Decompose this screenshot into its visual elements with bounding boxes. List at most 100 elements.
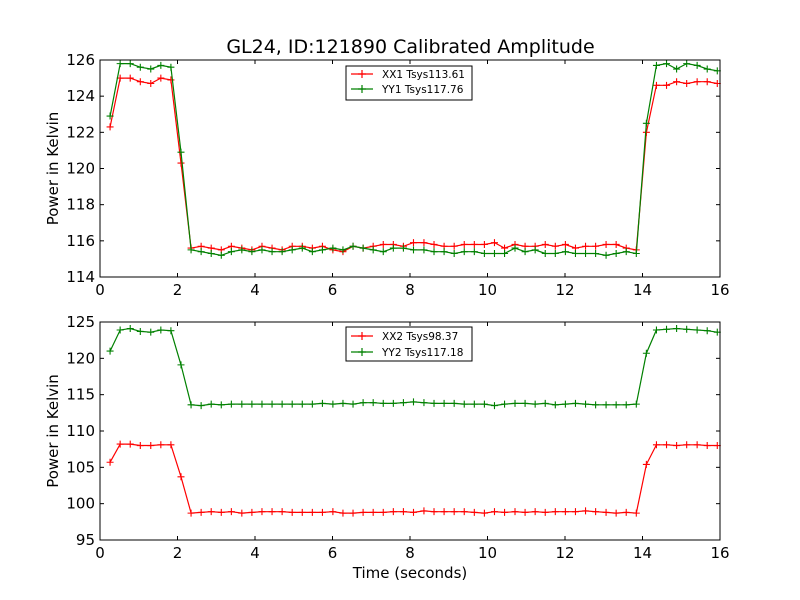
x-tick-label: 6 bbox=[328, 544, 338, 562]
top-chart-series-1-point bbox=[359, 244, 367, 252]
top-chart-series-0-point bbox=[612, 240, 620, 248]
bottom-chart-series-1-point bbox=[622, 401, 630, 409]
bottom-chart-series-0-point bbox=[369, 508, 377, 516]
bottom-chart-series-0-point bbox=[349, 509, 357, 517]
x-tick-label: 0 bbox=[95, 544, 105, 562]
top-chart-series-1-point bbox=[248, 248, 256, 256]
bottom-chart-series-1-point bbox=[197, 402, 205, 410]
bottom-chart-series-0-point bbox=[501, 508, 509, 516]
bottom-chart-series-0-point bbox=[379, 508, 387, 516]
top-chart-series-1-point bbox=[551, 249, 559, 257]
bottom-chart-series-0-point bbox=[470, 508, 478, 516]
top-chart-series-0-point bbox=[106, 123, 114, 131]
y-tick-label: 122 bbox=[66, 123, 95, 141]
top-chart-series-1-point bbox=[652, 61, 660, 69]
top-chart-series-1-point bbox=[379, 248, 387, 256]
bottom-chart-series-1-point bbox=[693, 326, 701, 334]
bottom-chart-series-0-point bbox=[602, 508, 610, 516]
top-chart-series-1-point bbox=[622, 248, 630, 256]
bottom-chart-series-0-point bbox=[278, 508, 286, 516]
y-tick-label: 95 bbox=[76, 531, 95, 549]
legend-marker-xx2 bbox=[358, 332, 366, 340]
bottom-chart-legend: XX2 Tsys98.37 YY2 Tsys117.18 bbox=[345, 326, 473, 362]
bottom-chart-series-1-point bbox=[652, 326, 660, 334]
bottom-chart-series-0-point bbox=[167, 441, 175, 449]
top-chart-series-1-point bbox=[369, 246, 377, 254]
bottom-chart-series-1-point bbox=[460, 400, 468, 408]
top-chart-series-1-point bbox=[227, 248, 235, 256]
x-tick-label: 6 bbox=[328, 281, 338, 299]
top-chart-series-0-point bbox=[157, 74, 165, 82]
top-chart-series-0-point bbox=[136, 78, 144, 86]
x-tick-label: 12 bbox=[555, 281, 574, 299]
y-tick-label: 114 bbox=[66, 268, 95, 286]
bottom-chart-series-1-point bbox=[541, 399, 549, 407]
bottom-chart-series-0-point bbox=[632, 509, 640, 517]
bottom-chart-series-1-point bbox=[298, 400, 306, 408]
bottom-chart-series-1-point bbox=[602, 401, 610, 409]
bottom-chart-series-0-point bbox=[551, 508, 559, 516]
bottom-chart-series-1-point bbox=[157, 326, 165, 334]
bottom-chart-series-0-point bbox=[389, 508, 397, 516]
legend-label-yy1: YY1 Tsys117.76 bbox=[381, 84, 464, 96]
top-chart-series-1-point bbox=[207, 249, 215, 257]
bottom-chart-series-0-point bbox=[318, 508, 326, 516]
y-tick-label: 116 bbox=[66, 232, 95, 250]
top-chart-series-1-point bbox=[157, 61, 165, 69]
top-chart-series-1-point bbox=[450, 249, 458, 257]
bottom-chart-series-0-point bbox=[308, 508, 316, 516]
bottom-chart-series-0-point bbox=[531, 508, 539, 516]
bottom-chart-series-0-point bbox=[136, 442, 144, 450]
legend-label-xx1: XX1 Tsys113.61 bbox=[382, 69, 465, 81]
bottom-chart-series-0-point bbox=[622, 508, 630, 516]
bottom-chart-series-0-point bbox=[268, 508, 276, 516]
bottom-chart-series-0-point bbox=[511, 508, 519, 516]
x-tick-label: 4 bbox=[250, 544, 260, 562]
top-chart-series-1-point bbox=[288, 246, 296, 254]
bottom-chart-series-1-point bbox=[136, 327, 144, 335]
top-chart-series-1-point bbox=[632, 249, 640, 257]
bottom-chart-series-1-point bbox=[217, 401, 225, 409]
top-chart-series-1-point bbox=[278, 248, 286, 256]
bottom-chart-series-1-point bbox=[521, 399, 529, 407]
bottom-chart-series-0-point bbox=[238, 509, 246, 517]
top-chart-series-1-point bbox=[389, 244, 397, 252]
bottom-chart-series-0-point bbox=[420, 507, 428, 515]
bottom-chart-series-1-point bbox=[703, 327, 711, 335]
top-chart-series-1-point bbox=[683, 60, 691, 68]
bottom-chart-series-1-point bbox=[420, 399, 428, 407]
bottom-chart-series-1-point bbox=[177, 361, 185, 369]
top-chart-series-1-point bbox=[268, 248, 276, 256]
bottom-chart-series-0-point bbox=[217, 508, 225, 516]
bottom-chart-series-0-point bbox=[703, 442, 711, 450]
x-tick-label: 2 bbox=[173, 544, 183, 562]
y-tick-label: 120 bbox=[66, 160, 95, 178]
top-chart-series-0-point bbox=[147, 80, 155, 88]
bottom-chart-series-0-point bbox=[430, 508, 438, 516]
bottom-chart-series-1-point bbox=[582, 400, 590, 408]
bottom-chart-series-0-point bbox=[440, 508, 448, 516]
bottom-chart-series-0-point bbox=[258, 508, 266, 516]
legend-marker-xx1 bbox=[358, 70, 366, 78]
top-chart-series-1-point bbox=[217, 251, 225, 259]
bottom-chart-series-1-point bbox=[490, 402, 498, 410]
bottom-chart-series-1-point bbox=[308, 400, 316, 408]
top-chart-series-0-point bbox=[551, 242, 559, 250]
x-tick-label: 14 bbox=[633, 544, 652, 562]
y-tick-label: 110 bbox=[66, 422, 95, 440]
top-chart-legend-box bbox=[345, 65, 473, 101]
top-chart-series-1-point bbox=[663, 60, 671, 68]
bottom-chart-series-0-point bbox=[693, 441, 701, 449]
bottom-chart-series-1-point bbox=[511, 399, 519, 407]
bottom-chart-series-0-point bbox=[399, 508, 407, 516]
legend-marker-yy1 bbox=[358, 85, 366, 93]
bottom-chart-series-0-point bbox=[177, 473, 185, 481]
bottom-chart-series-1-point bbox=[238, 400, 246, 408]
bottom-chart-series-0-point bbox=[329, 508, 337, 516]
bottom-chart-legend-box bbox=[345, 326, 473, 362]
top-chart-series-1-point bbox=[490, 249, 498, 257]
x-tick-label: 12 bbox=[555, 544, 574, 562]
bottom-chart-y-axis-label: Power in Kelvin bbox=[44, 374, 62, 488]
y-tick-label: 100 bbox=[66, 495, 95, 513]
bottom-chart-series-1-point bbox=[632, 400, 640, 408]
